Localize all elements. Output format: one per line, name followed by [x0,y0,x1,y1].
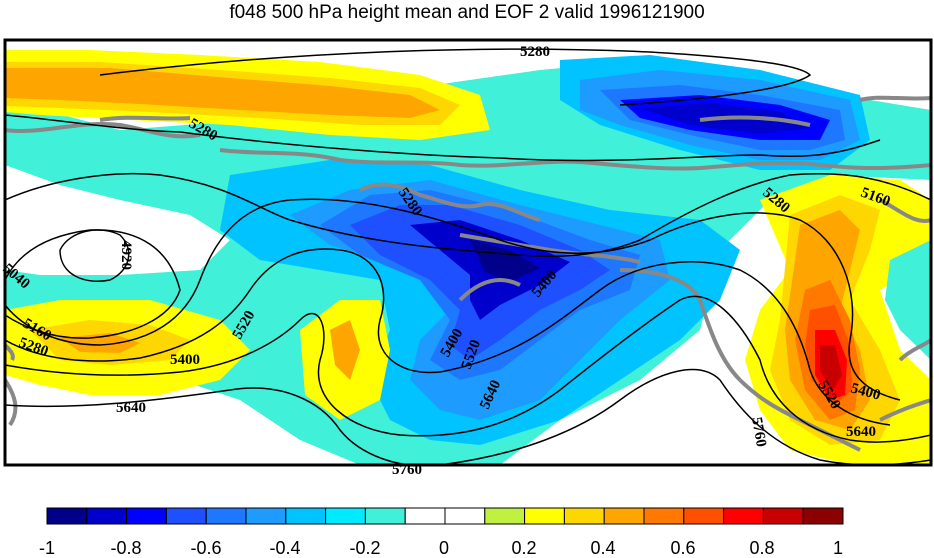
colorbar-swatch [205,507,247,525]
colorbar-swatch [723,507,764,525]
colorbar-swatch [285,507,327,525]
contour-label: 5640 [846,424,876,440]
colorbar-tick-label: 0.6 [670,538,695,558]
colorbar-tick-label: -1 [39,538,55,558]
contour-label: 5400 [170,352,200,368]
colorbar-swatch [524,507,565,525]
colorbar-tick-label: 0.4 [590,538,615,558]
colorbar-tick-label: -0.4 [269,538,300,558]
colorbar-swatch [683,507,725,525]
eof-shading [5,40,931,465]
colorbar-swatch [46,507,88,525]
plot-title: f048 500 hPa height mean and EOF 2 valid… [229,2,705,23]
contour-label: 5760 [748,416,769,448]
colorbar-swatch [404,507,446,525]
coastlines [5,95,931,452]
colorbar [46,507,844,525]
colorbar-swatch [603,507,645,525]
colorbar-swatch [643,507,685,525]
colorbar-swatch [563,507,605,525]
contour-label: 5640 [116,400,146,416]
contour-label: 5400 [849,380,882,403]
map-frame [3,38,933,467]
colorbar-swatch [364,507,406,525]
colorbar-swatch [802,507,844,525]
colorbar-swatch [484,507,526,525]
colorbar-tick-label: -0.8 [110,538,141,558]
colorbar-swatch [444,507,486,525]
colorbar-swatch [86,507,128,525]
contour-label: 5280 [520,44,550,60]
colorbar-swatch [325,507,366,525]
colorbar-swatch [165,507,207,525]
colorbar-tick-label: 0.8 [749,538,774,558]
colorbar-tick-labels: -1 -0.8 -0.6 -0.4 -0.2 0 0.2 0.4 0.6 0.8… [39,538,843,558]
colorbar-tick-label: 0.2 [511,538,536,558]
colorbar-swatch [762,507,804,525]
colorbar-swatch [245,507,287,525]
colorbar-tick-label: 0 [439,538,449,558]
colorbar-tick-label: -0.2 [349,538,380,558]
height-contours [5,48,931,465]
colorbar-swatch [126,507,167,525]
colorbar-tick-label: -0.6 [190,538,221,558]
contour-label: 4920 [118,240,134,270]
colorbar-tick-label: 1 [833,538,843,558]
